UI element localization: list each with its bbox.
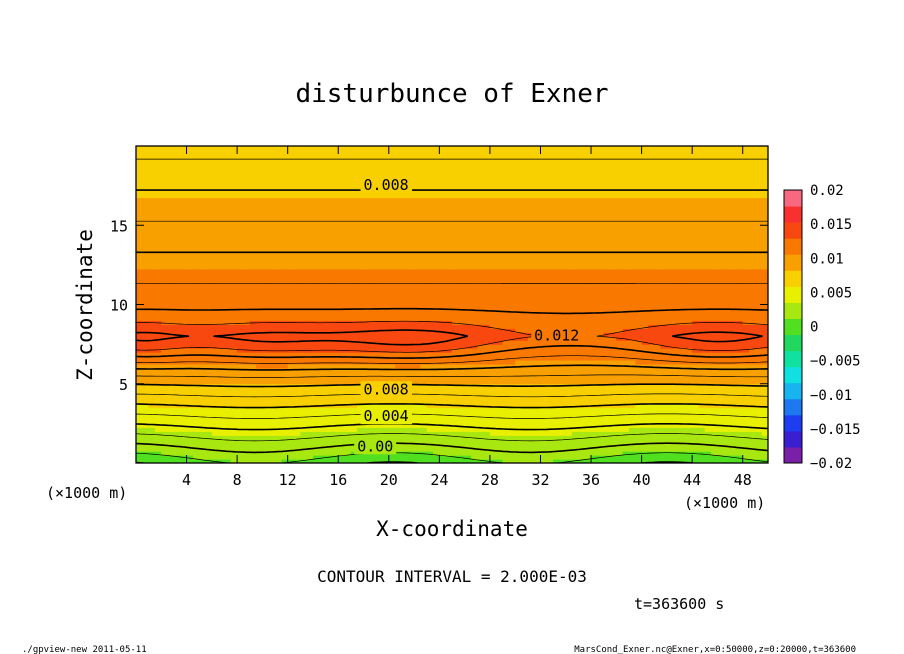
contour-line: [136, 307, 768, 359]
colorbar-band: [784, 254, 802, 271]
colorbar: [784, 190, 802, 464]
contour-line: [136, 282, 768, 364]
contour-line: [136, 251, 768, 371]
x-tick-label: 12: [279, 471, 297, 489]
colorbar-tick-label: 0.02: [810, 183, 844, 199]
x-tick-label: 20: [380, 471, 398, 489]
colorbar-band: [784, 270, 802, 287]
x-tick-label: 32: [531, 471, 549, 489]
colorbar-band: [784, 190, 802, 207]
y-axis-label: Z-coordinate: [73, 229, 97, 381]
contour-line: [136, 320, 768, 353]
contour-line: [136, 413, 768, 419]
contour-label: 0.00: [357, 437, 393, 455]
colorbar-band: [784, 414, 802, 432]
contour-label: 0.008: [364, 380, 409, 398]
filled-contour-bands: [136, 146, 768, 463]
contour-label: 0.008: [364, 176, 409, 194]
x-unit-label-right: (×1000 m): [684, 494, 765, 512]
colorbar-band: [784, 334, 802, 352]
x-tick-label: 44: [683, 471, 701, 489]
colorbar-tick-label: 0.01: [810, 251, 844, 267]
contour-label: 0.012: [534, 326, 579, 344]
x-tick-label: 36: [582, 471, 600, 489]
chart-title: disturbunce of Exner: [295, 79, 608, 109]
colorbar-band: [784, 398, 802, 416]
contour-line: [136, 329, 763, 346]
colorbar-tick-label: −0.015: [810, 422, 861, 438]
time-label: t=363600 s: [634, 595, 724, 613]
plot-area: [136, 146, 768, 463]
contour-lines: [136, 158, 768, 463]
colorbar-tick-label: 0: [810, 320, 818, 336]
colorbar-band: [784, 382, 802, 400]
x-axis-ticks: 4 8 12 16 20 24 28 32 36 40 44 48: [182, 146, 752, 489]
colorbar-tick-label: −0.005: [810, 354, 861, 370]
x-tick-label: 40: [633, 471, 651, 489]
colorbar-tick-label: −0.02: [810, 456, 852, 472]
x-tick-label: 48: [734, 471, 752, 489]
x-tick-label: 8: [233, 471, 242, 489]
contour-labels: 0.008 0.012 0.008 0.004 0.00: [354, 176, 583, 455]
contour-line: [136, 442, 768, 454]
contour-line: [136, 403, 768, 409]
colorbar-frame: [783, 189, 803, 464]
colorbar-band: [784, 446, 802, 464]
colorbar-tick-label: −0.01: [810, 388, 852, 404]
y-tick-label: 5: [119, 376, 128, 394]
colorbar-band: [784, 318, 802, 336]
x-tick-label: 16: [329, 471, 347, 489]
colorbar-band: [784, 286, 802, 303]
x-tick-label: 28: [481, 471, 499, 489]
footer-right: MarsCond_Exner.nc@Exner,x=0:50000,z=0:20…: [574, 645, 856, 654]
colorbar-tick-label: 0.005: [810, 285, 852, 301]
y-tick-label: 15: [110, 217, 128, 235]
colorbar-band: [784, 350, 802, 368]
contour-line: [136, 433, 768, 442]
contour-interval-note: CONTOUR INTERVAL = 2.000E-03: [317, 567, 587, 586]
y-tick-label: 10: [110, 297, 128, 315]
contour-line: [136, 220, 768, 378]
colorbar-tick-label: 0.015: [810, 217, 852, 233]
colorbar-band: [784, 206, 802, 223]
footer-left: ./gpview-new 2011-05-11: [22, 645, 147, 654]
x-tick-label: 4: [182, 471, 191, 489]
colorbar-band: [784, 222, 802, 239]
colorbar-tick-labels: 0.02 0.015 0.01 0.005 0 −0.005 −0.01 −0.015 −0.0…: [810, 183, 861, 472]
x-unit-label-left: (×1000 m): [46, 484, 127, 502]
colorbar-band: [784, 366, 802, 384]
contour-line: [136, 189, 768, 388]
y-axis-ticks: 5 10 15: [110, 217, 768, 394]
contour-label: 0.004: [364, 407, 409, 425]
colorbar-band: [784, 302, 802, 319]
colorbar-band: [784, 430, 802, 448]
x-tick-label: 24: [430, 471, 448, 489]
contour-line: [136, 158, 768, 398]
x-axis-label: X-coordinate: [376, 517, 528, 541]
contour-line: [136, 423, 768, 431]
colorbar-band: [784, 238, 802, 255]
